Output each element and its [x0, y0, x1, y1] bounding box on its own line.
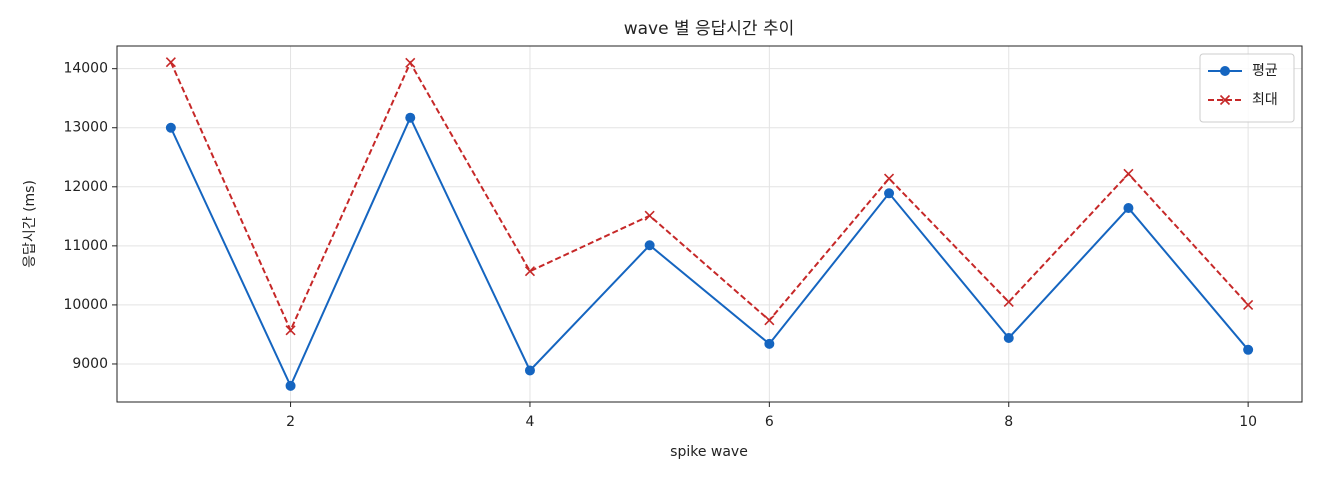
- marker: [285, 380, 296, 391]
- legend-label: 최대: [1252, 92, 1278, 108]
- y-tick-label: 9000: [72, 356, 108, 372]
- y-tick-label: 12000: [63, 179, 108, 195]
- marker: [524, 365, 535, 376]
- y-tick-label: 11000: [63, 238, 108, 254]
- series-line: [169, 60, 1249, 333]
- y-axis-label: 응답시간 (ms): [22, 180, 38, 268]
- marker: [764, 338, 775, 349]
- marker: [1003, 332, 1014, 343]
- series-line: [169, 115, 1249, 389]
- marker: [1003, 296, 1014, 308]
- x-tick-label: 2: [286, 414, 295, 430]
- x-tick-label: 8: [1004, 414, 1013, 430]
- marker: [1243, 299, 1254, 310]
- marker: [764, 315, 775, 326]
- x-tick-label: 6: [765, 414, 774, 430]
- marker: [165, 122, 176, 133]
- chart-title: wave 별 응답시간 추이: [624, 19, 795, 39]
- marker: [165, 57, 176, 68]
- marker: [1243, 344, 1254, 355]
- marker: [1220, 66, 1230, 76]
- marker: [883, 173, 895, 184]
- x-tick-label: 4: [525, 414, 534, 430]
- marker: [285, 325, 296, 336]
- x-tick-label: 10: [1239, 414, 1257, 430]
- legend-box: [1199, 53, 1295, 123]
- y-tick-label: 14000: [63, 61, 108, 77]
- marker: [1123, 203, 1134, 214]
- y-tick-label: 10000: [63, 297, 108, 313]
- marker: [644, 210, 655, 221]
- marker: [524, 266, 536, 277]
- y-tick-label: 13000: [63, 120, 108, 136]
- marker: [884, 188, 895, 199]
- marker: [405, 57, 416, 68]
- x-axis-label: spike wave: [670, 444, 748, 460]
- marker: [405, 112, 416, 123]
- marker: [1219, 94, 1231, 106]
- marker: [1123, 168, 1134, 179]
- marker: [644, 240, 655, 251]
- plot-frame: [116, 45, 1303, 403]
- legend-label: 평균: [1252, 63, 1278, 79]
